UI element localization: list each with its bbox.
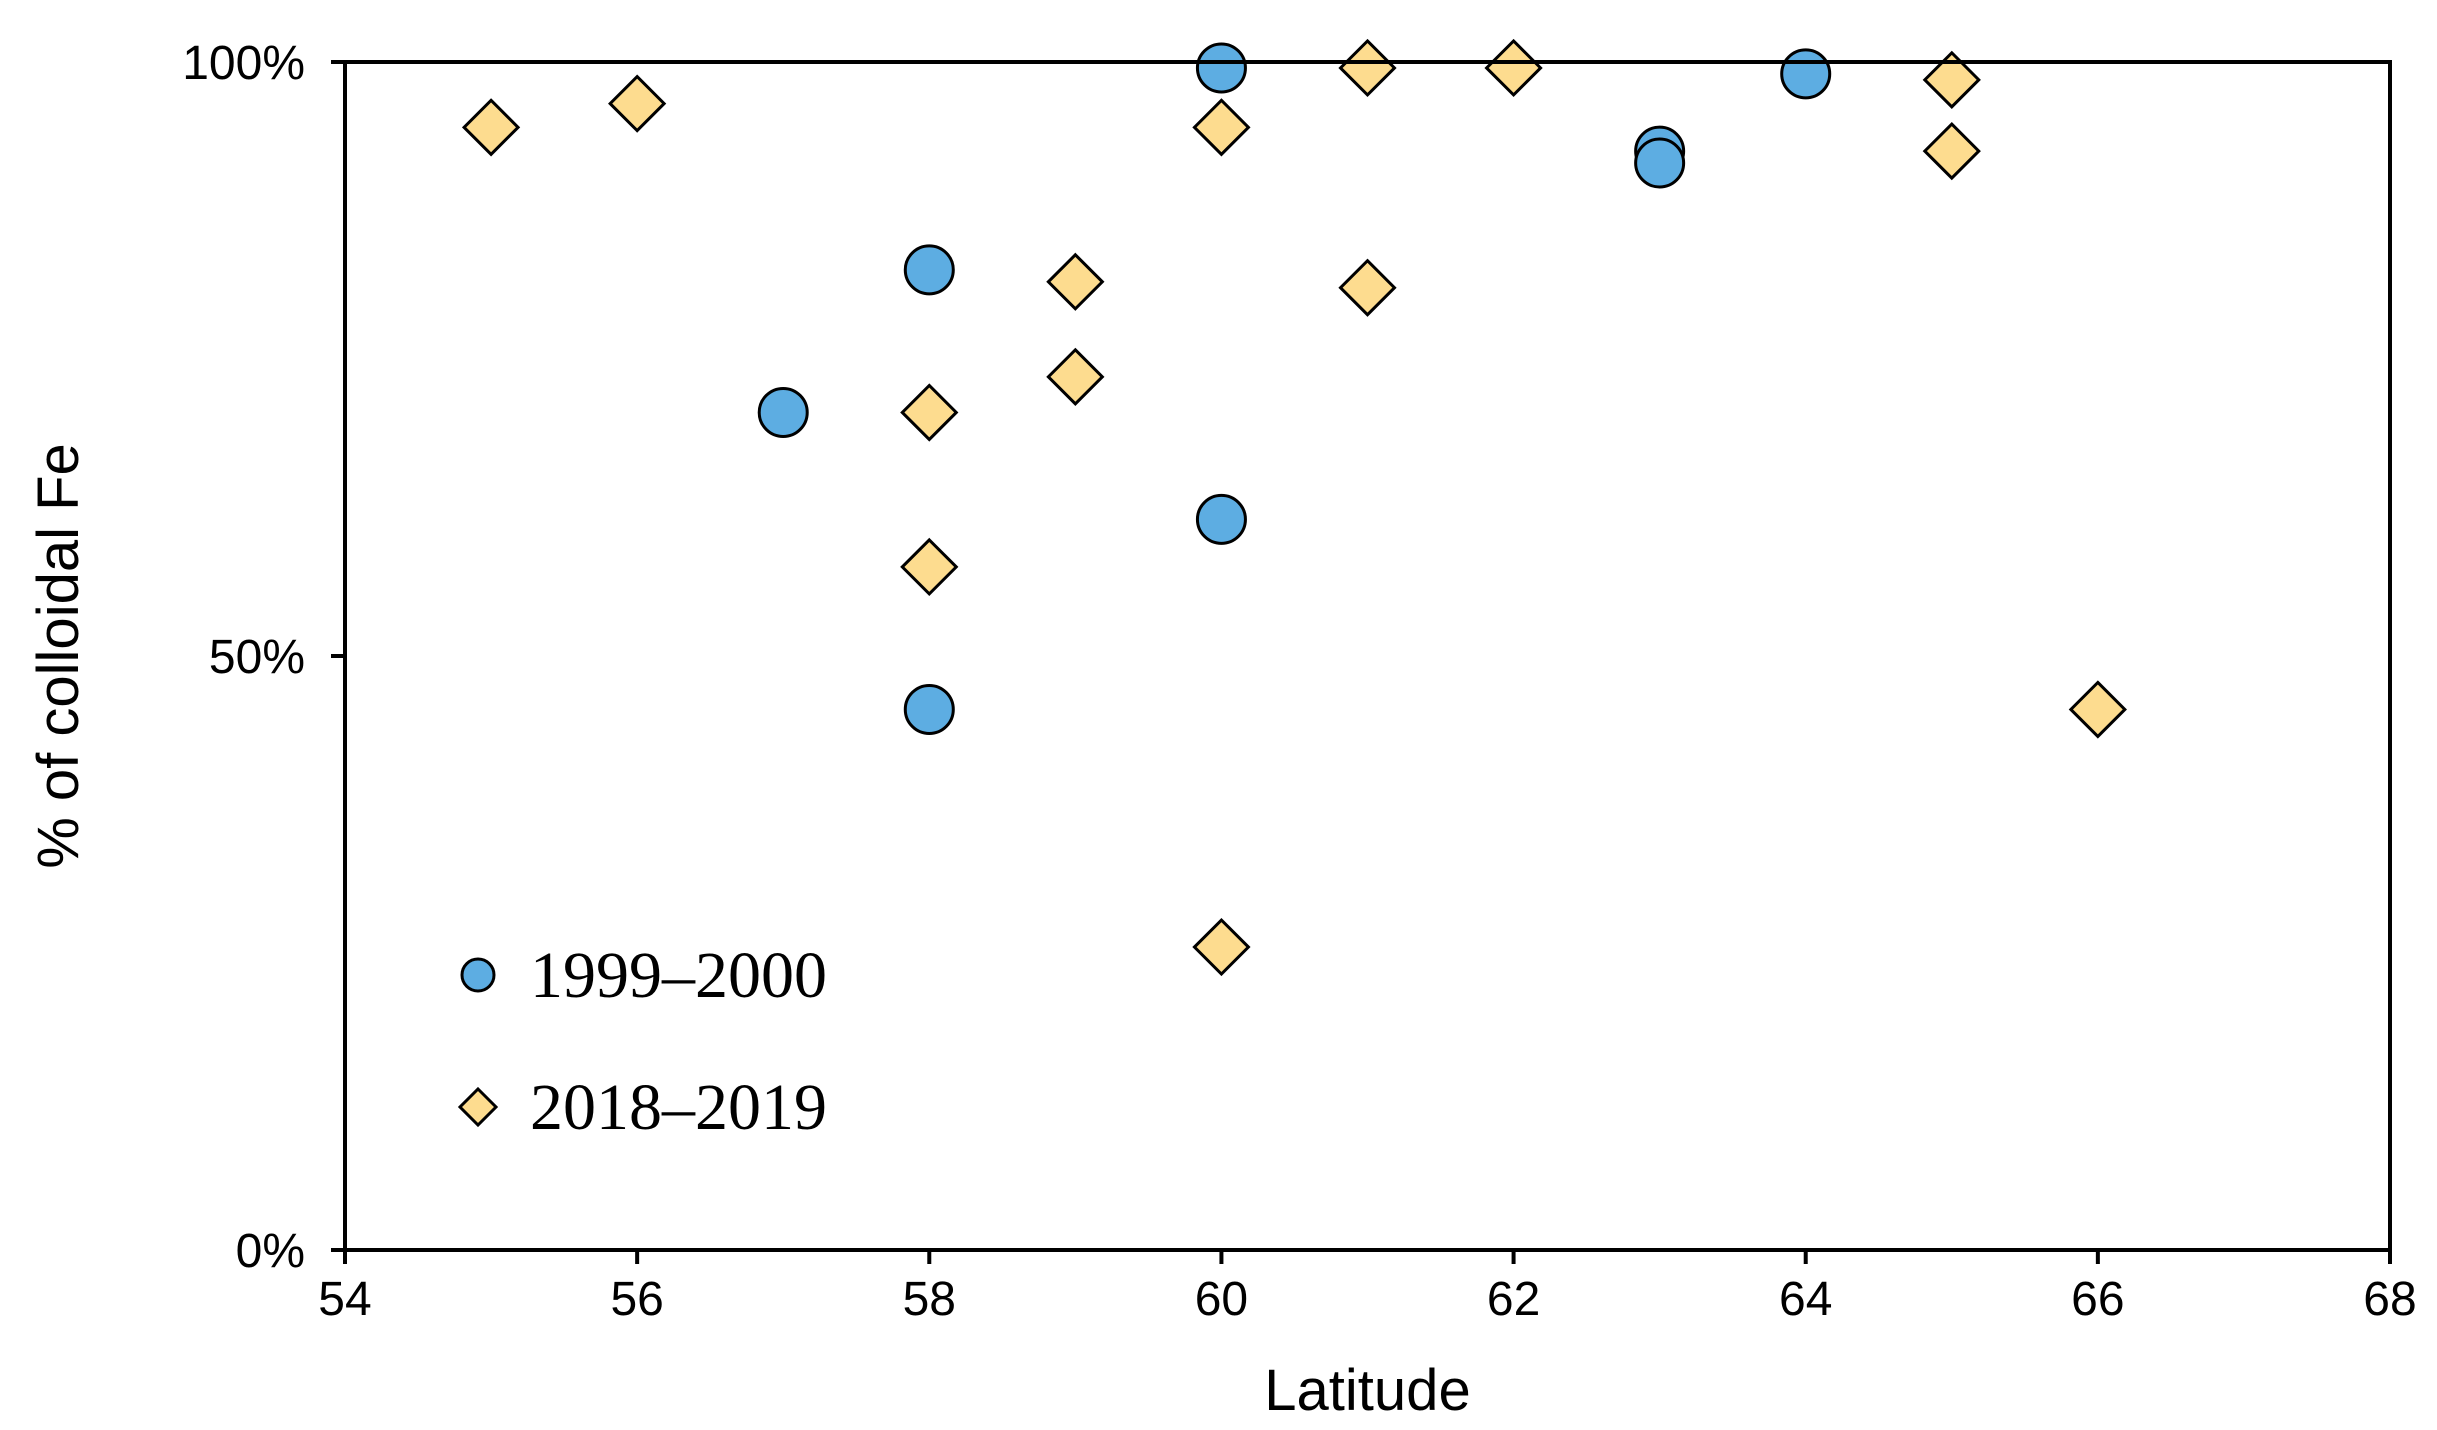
data-point-diamond: [1192, 98, 1251, 157]
data-point-diamond: [1484, 38, 1543, 98]
x-axis-title: Latitude: [1264, 1358, 1470, 1423]
x-tick-label: 54: [318, 1273, 371, 1326]
data-point-diamond: [2068, 680, 2127, 739]
x-tick-label: 60: [1195, 1273, 1248, 1326]
data-point-diamond: [1338, 38, 1397, 98]
legend-label: 2018–2019: [530, 1071, 827, 1144]
axis-ticks: 54 56 58 60 62 64 66 68 0% 50% 100%: [182, 37, 2416, 1326]
data-point-diamond: [900, 383, 959, 442]
y-tick-label: 50%: [209, 631, 305, 684]
legend: 1999–2000 2018–2019: [457, 939, 827, 1144]
x-tick-label: 64: [1779, 1273, 1832, 1326]
legend-marker-circle: [460, 957, 496, 993]
series-1: [757, 42, 1832, 735]
data-point-diamond: [1046, 252, 1105, 311]
series-2: [461, 38, 2127, 977]
data-point-circle: [1634, 137, 1686, 189]
data-point-diamond: [1922, 121, 1981, 181]
data-point-circle: [757, 386, 809, 438]
data-point-circle: [1195, 42, 1247, 94]
y-tick-label: 100%: [182, 37, 305, 90]
data-point-circle: [1780, 48, 1832, 100]
x-tick-label: 58: [903, 1273, 956, 1326]
x-tick-label: 66: [2071, 1273, 2124, 1326]
data-point-diamond: [1046, 347, 1105, 406]
plot-layer: [461, 38, 2127, 977]
legend-label: 1999–2000: [530, 939, 827, 1012]
x-tick-label: 62: [1487, 1273, 1540, 1326]
data-point-diamond: [1192, 917, 1251, 977]
legend-marker-diamond: [457, 1086, 499, 1128]
data-point-diamond: [608, 74, 667, 133]
data-point-diamond: [1338, 258, 1397, 317]
data-point-circle: [903, 683, 955, 735]
y-tick-label: 0%: [236, 1225, 305, 1278]
data-point-diamond: [1922, 50, 1981, 109]
data-point-circle: [1195, 493, 1247, 545]
data-point-diamond: [900, 537, 959, 597]
data-point-diamond: [461, 98, 521, 157]
y-axis-title: % of colloidal Fe: [26, 443, 91, 869]
data-point-circle: [903, 244, 955, 296]
legend-item-2: 2018–2019: [457, 1071, 827, 1144]
x-tick-label: 56: [610, 1273, 663, 1326]
x-tick-label: 68: [2363, 1273, 2416, 1326]
legend-item-1: 1999–2000: [460, 939, 827, 1012]
